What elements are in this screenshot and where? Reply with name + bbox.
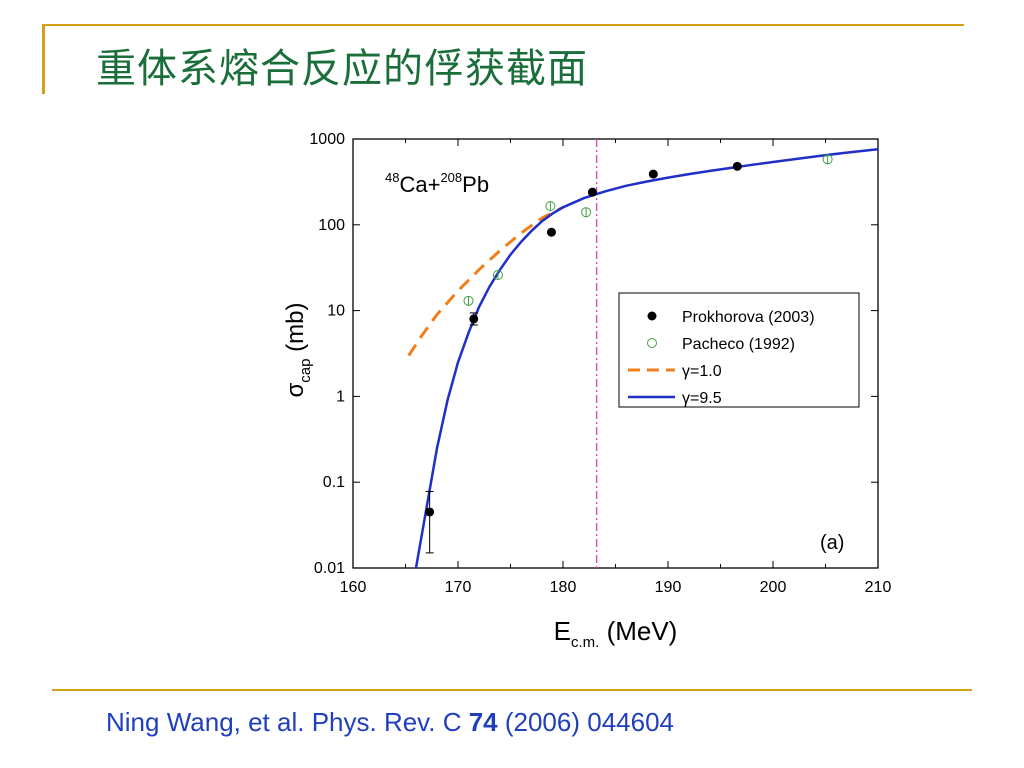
reaction-label-sup2: 208 [440,170,462,185]
citation: Ning Wang, et al. Phys. Rev. C 74 (2006)… [106,707,674,738]
citation-suffix: (2006) 044604 [497,707,674,737]
panel-label: (a) [820,532,844,554]
citation-prefix: Ning Wang, et al. Phys. Rev. C [106,707,469,737]
y-tick-label: 0.01 [314,560,345,577]
y-tick-label: 0.1 [323,474,345,491]
y-axis-title-unit: (mb) [282,303,309,359]
reaction-label-el2: Pb [462,172,489,197]
x-axis-title-unit: (MeV) [599,616,677,646]
data-point-prokhorova [732,161,742,171]
x-tick-label: 170 [445,579,472,596]
x-tick-label: 200 [760,579,787,596]
y-tick-label: 10 [327,303,345,320]
legend-marker-prokhorova [647,311,657,321]
legend-label: Pacheco (1992) [682,336,795,353]
legend-marker-pacheco [647,338,657,348]
legend-label: Prokhorova (2003) [682,309,815,326]
x-tick-label: 160 [340,579,367,596]
reaction-label: 48Ca+208Pb [385,170,489,197]
data-point-prokhorova [469,314,479,324]
footer-rule [52,689,972,691]
x-axis-title: Ec.m. (MeV) [554,616,678,651]
citation-volume: 74 [468,707,498,737]
y-axis-title-main: σ [282,383,309,398]
data-point-prokhorova [648,169,658,179]
x-axis-title-main: E [554,616,571,646]
data-point-prokhorova [425,507,435,517]
data-point-prokhorova [587,187,597,197]
legend-box [618,292,860,408]
legend-label: γ=9.5 [682,390,722,407]
y-axis-title-sub: cap [297,359,314,383]
x-tick-label: 210 [865,579,892,596]
y-tick-label: 1 [336,388,345,405]
legend-label: γ=1.0 [682,363,722,380]
x-tick-label: 190 [655,579,682,596]
x-axis-title-sub: c.m. [571,634,599,651]
slide-title: 重体系熔合反应的俘获截面 [96,46,588,92]
reaction-label-el1: Ca+ [399,172,440,197]
series-line-gamma-1-0 [407,205,564,357]
x-tick-label: 180 [550,579,577,596]
y-tick-label: 1000 [309,131,345,148]
title-rule-horizontal [42,24,964,26]
title-rule-vertical [42,24,45,94]
series-line-gamma-9-5 [414,147,878,568]
y-axis-title: σcap (mb) [282,303,314,398]
y-tick-label: 100 [318,217,345,234]
data-point-prokhorova [546,227,556,237]
reaction-label-sup1: 48 [385,170,399,185]
